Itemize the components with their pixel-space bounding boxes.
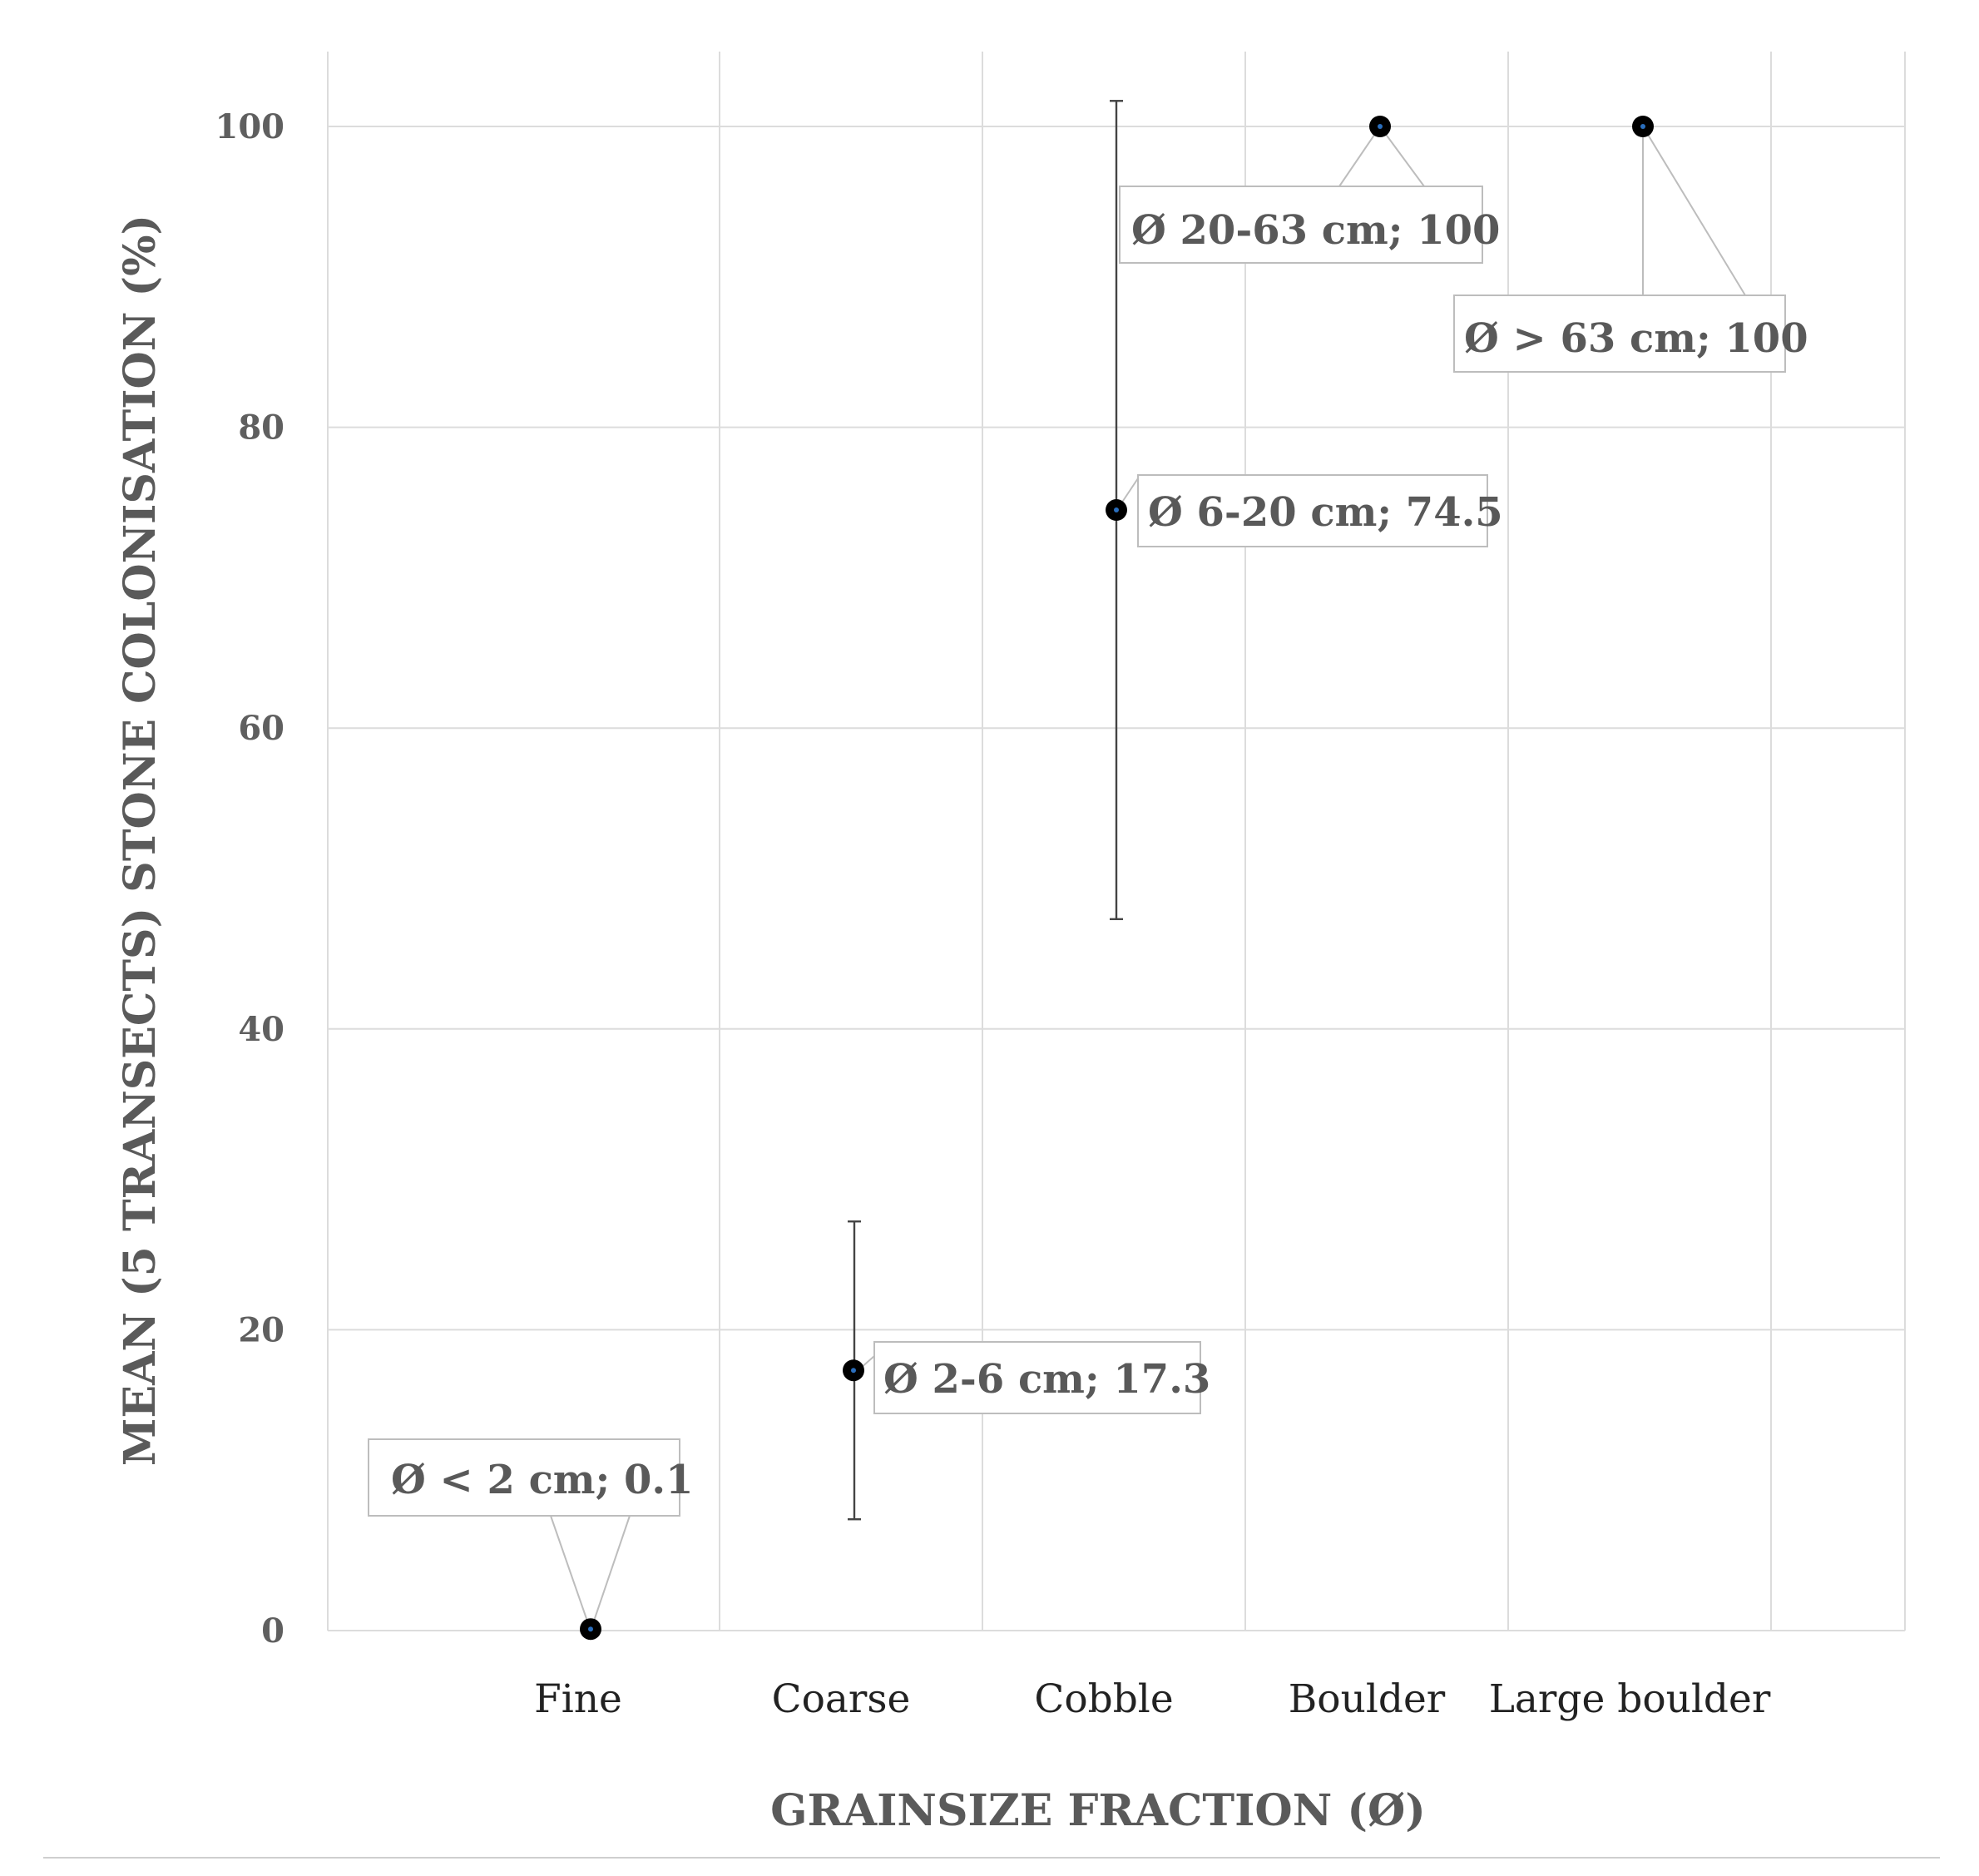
x-category-label: Fine bbox=[534, 1676, 622, 1722]
y-tick-label: 60 bbox=[238, 709, 284, 748]
data-label: Ø 6-20 cm; 74.5 bbox=[1148, 489, 1503, 536]
y-tick-label: 20 bbox=[238, 1310, 284, 1349]
y-axis-title: MEAN (5 TRANSECTS) STONE COLONISATION (%… bbox=[115, 215, 166, 1466]
x-axis-title: GRAINSIZE FRACTION (Ø) bbox=[770, 1785, 1426, 1836]
label-leader-line bbox=[550, 1515, 631, 1634]
data-label-box bbox=[873, 1341, 1201, 1414]
data-point-center bbox=[1640, 124, 1645, 129]
data-point-center bbox=[851, 1368, 856, 1374]
data-points bbox=[580, 116, 1654, 1641]
data-label: Ø 2-6 cm; 17.3 bbox=[883, 1356, 1210, 1403]
data-label-box bbox=[368, 1438, 680, 1517]
data-label-box bbox=[1119, 186, 1483, 264]
x-category-label: Cobble bbox=[1034, 1676, 1173, 1722]
y-tick-label: 80 bbox=[238, 408, 284, 448]
y-tick-labels: 0 20 40 60 80 100 bbox=[215, 107, 285, 1651]
data-labels: Ø < 2 cm; 0.1 Ø 2-6 cm; 17.3 Ø 6-20 cm; 74… bbox=[368, 186, 1808, 1517]
data-label: Ø < 2 cm; 0.1 bbox=[391, 1457, 694, 1503]
data-label-box bbox=[1137, 474, 1488, 547]
y-tick-label: 0 bbox=[261, 1611, 284, 1651]
y-tick-label: 100 bbox=[215, 107, 285, 146]
data-label: Ø 20-63 cm; 100 bbox=[1131, 207, 1500, 254]
x-category-label: Coarse bbox=[772, 1676, 911, 1722]
x-category-label: Boulder bbox=[1289, 1676, 1446, 1722]
data-point-center bbox=[588, 1626, 593, 1632]
error-bars bbox=[848, 100, 1123, 1521]
data-label: Ø > 63 cm; 100 bbox=[1464, 315, 1808, 362]
y-tick-label: 40 bbox=[238, 1010, 284, 1049]
label-leader-line bbox=[1642, 123, 1746, 296]
x-category-labels: Fine Coarse Cobble Boulder Large boulder bbox=[534, 1676, 1771, 1722]
data-label-box bbox=[1453, 295, 1786, 373]
data-point-center bbox=[1378, 124, 1383, 129]
data-point-center bbox=[1114, 507, 1119, 513]
x-category-label: Large boulder bbox=[1489, 1676, 1771, 1722]
